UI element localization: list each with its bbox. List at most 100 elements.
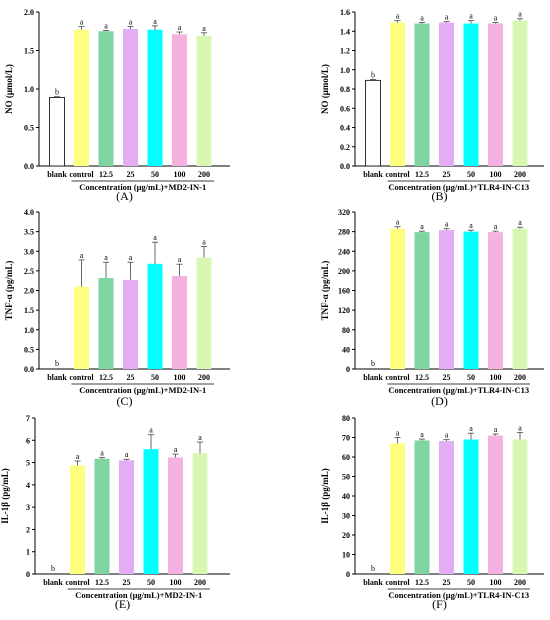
y-axis-label: NO (μmol/L) <box>4 64 14 114</box>
bar-200 <box>196 257 212 369</box>
significance-letter: a <box>202 238 206 247</box>
y-tick-label: 20 <box>342 531 350 540</box>
chart-panel-b: 0.0 0.2 0.4 0.6 0.8 1.0 1.2 1.4 1.6 NO (μmol/L) b b… <box>320 8 544 203</box>
y-tick-label: 2 <box>26 525 30 534</box>
y-tick-label: 10 <box>342 551 350 560</box>
bar-25 <box>439 230 454 369</box>
x-tick-label: 25 <box>443 578 451 587</box>
bar-25 <box>119 460 134 574</box>
significance-letter: b <box>371 359 375 368</box>
x-tick-label: blank <box>363 170 383 179</box>
x-tick-label: control <box>385 170 410 179</box>
bar-12.5 <box>98 31 114 166</box>
significance-letter: b <box>55 88 59 97</box>
bar-control <box>390 443 405 574</box>
significance-letter: a <box>104 253 108 262</box>
y-tick-label: 280 <box>338 228 350 237</box>
y-tick-label: 3.0 <box>24 247 34 256</box>
significance-letter: a <box>494 14 498 23</box>
x-tick-label: 25 <box>127 373 135 382</box>
y-tick-label: 1.5 <box>24 47 34 56</box>
x-tick-label: 12.5 <box>99 170 113 179</box>
panel-label: (C) <box>117 394 133 408</box>
significance-letter: a <box>420 222 424 231</box>
y-tick-label: 30 <box>342 512 350 521</box>
significance-letter: a <box>202 24 206 33</box>
x-tick-label: 50 <box>151 170 159 179</box>
x-tick-label: control <box>69 373 94 382</box>
x-tick-label: 25 <box>443 170 451 179</box>
bar-100 <box>488 435 503 574</box>
y-tick-label: 0.5 <box>24 124 34 133</box>
y-tick-label: 1.0 <box>24 85 34 94</box>
x-tick-label: 100 <box>490 578 502 587</box>
bar-200 <box>512 439 528 574</box>
x-tick-label: 12.5 <box>415 170 429 179</box>
bar-control <box>70 465 85 574</box>
significance-letter: a <box>445 431 449 440</box>
bar-100 <box>172 34 187 166</box>
y-tick-label: 0 <box>346 365 350 374</box>
y-axis-label: TNF-α (pg/mL) <box>4 261 14 321</box>
significance-letter: a <box>100 449 104 458</box>
significance-letter: a <box>494 425 498 434</box>
y-tick-label: 70 <box>342 434 350 443</box>
y-tick-label: 3.5 <box>24 228 34 237</box>
bar-50 <box>463 439 479 574</box>
x-tick-label: 25 <box>443 373 451 382</box>
significance-letter: a <box>174 445 178 454</box>
x-tick-label: 100 <box>174 373 186 382</box>
y-tick-label: 1.0 <box>24 326 34 335</box>
y-axis-label: TNF-α (pg/mL) <box>320 261 330 321</box>
significance-letter: a <box>420 430 424 439</box>
significance-letter: a <box>129 253 133 262</box>
significance-letter: a <box>125 450 129 459</box>
x-tick-label: 50 <box>467 578 475 587</box>
x-tick-label: 200 <box>194 578 206 587</box>
bar-200 <box>196 35 212 167</box>
y-tick-label: 7 <box>26 414 30 423</box>
panel-label: (F) <box>432 597 447 611</box>
significance-letter: a <box>469 424 473 433</box>
chart-panel-e: 0 1 2 3 4 5 6 7 IL-1β (pg/mL) b blank a control a 12.5… <box>0 414 230 611</box>
significance-letter: a <box>178 23 182 32</box>
bar-50 <box>463 23 479 166</box>
bar-12.5 <box>414 23 430 166</box>
bar-200 <box>512 20 528 166</box>
x-tick-label: 12.5 <box>99 373 113 382</box>
x-tick-label: blank <box>47 373 67 382</box>
y-tick-label: 60 <box>342 453 350 462</box>
y-tick-label: 2.0 <box>24 8 34 17</box>
bar-control <box>390 22 405 167</box>
y-tick-label: 0.8 <box>340 85 350 94</box>
x-axis-label: Concentration (μg/mL)+TLR4-IN-C13 <box>388 182 529 192</box>
y-tick-label: 0.0 <box>24 365 34 374</box>
significance-letter: b <box>371 564 375 573</box>
bar-12.5 <box>94 458 110 574</box>
y-tick-label: 1.0 <box>340 66 350 75</box>
y-tick-label: 80 <box>342 414 350 423</box>
y-tick-label: 2.5 <box>24 267 34 276</box>
y-tick-label: 4.0 <box>24 208 34 217</box>
y-axis-label: NO (μmol/L) <box>320 64 330 114</box>
chart-panel-a: 0.0 0.5 1.0 1.5 2.0 NO (μmol/L) b blank a control… <box>4 8 230 203</box>
significance-letter: a <box>396 12 400 21</box>
x-tick-label: 200 <box>514 373 526 382</box>
x-tick-label: 50 <box>467 373 475 382</box>
bar-blank <box>49 97 65 167</box>
significance-letter: a <box>198 433 202 442</box>
bar-blank <box>365 79 381 167</box>
bar-25 <box>123 279 138 369</box>
x-tick-label: blank <box>363 578 383 587</box>
x-tick-label: 12.5 <box>415 373 429 382</box>
bar-200 <box>512 228 528 369</box>
x-axis-label: Concentration (μg/mL)+MD2-IN-1 <box>79 385 206 395</box>
bar-25 <box>439 441 454 574</box>
x-tick-label: 100 <box>170 578 182 587</box>
y-tick-label: 0 <box>346 570 350 579</box>
y-tick-label: 40 <box>342 492 350 501</box>
bar-50 <box>143 449 159 574</box>
bar-25 <box>439 22 454 167</box>
bar-control <box>390 228 405 369</box>
x-tick-label: control <box>385 373 410 382</box>
